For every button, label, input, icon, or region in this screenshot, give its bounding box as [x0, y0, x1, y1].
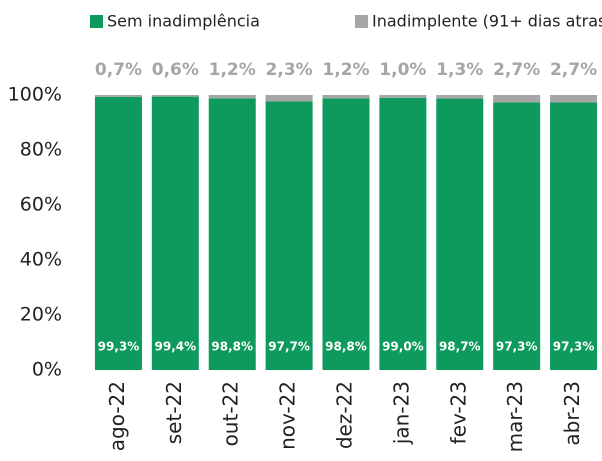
x-tick-label: abr-23 [560, 381, 584, 446]
value-label: 98,8% [211, 340, 253, 354]
value-label: 99,3% [98, 340, 140, 354]
legend-label: Inadimplente (91+ dias atraso) [372, 12, 602, 31]
value-label: 0,7% [95, 60, 142, 80]
x-tick-label: nov-22 [276, 381, 300, 450]
bar-segment [151, 95, 199, 97]
value-label: 1,3% [436, 60, 483, 80]
bar-segment [493, 95, 541, 103]
x-tick-label: fev-23 [446, 381, 470, 444]
bar-segment [322, 95, 370, 99]
y-tick-label: 80% [20, 139, 62, 161]
y-tick-label: 20% [20, 304, 62, 326]
bar-segment [265, 95, 313, 102]
x-tick-label: set-22 [162, 381, 186, 444]
value-label: 1,2% [322, 60, 369, 80]
value-label: 97,7% [268, 340, 310, 354]
value-label: 2,7% [493, 60, 540, 80]
value-label: 99,4% [155, 340, 197, 354]
x-tick-label: dez-22 [333, 381, 357, 449]
value-label: 2,3% [266, 60, 313, 80]
bar-segment [550, 102, 598, 371]
value-label: 99,0% [382, 340, 424, 354]
y-tick-label: 60% [20, 194, 62, 216]
bar-segment [493, 102, 541, 371]
y-tick-label: 0% [32, 359, 62, 381]
value-label: 2,7% [550, 60, 597, 80]
bar-segment [94, 95, 142, 97]
x-tick-label: jan-23 [389, 381, 413, 445]
value-label: 98,7% [439, 340, 481, 354]
value-label: 1,2% [209, 60, 256, 80]
y-tick-label: 40% [20, 249, 62, 271]
value-label: 98,8% [325, 340, 367, 354]
legend-swatch [90, 15, 103, 28]
x-tick-label: ago-22 [105, 381, 129, 451]
bar-segment [550, 95, 598, 103]
bar-segment [379, 95, 427, 98]
value-label: 97,3% [553, 340, 595, 354]
legend-label: Sem inadimplência [107, 12, 260, 31]
y-tick-label: 100% [8, 84, 62, 106]
bar-segment [265, 101, 313, 370]
bar-segment [436, 95, 484, 99]
value-label: 1,0% [379, 60, 426, 80]
value-label: 0,6% [152, 60, 199, 80]
bar-segment [208, 98, 256, 371]
value-label: 97,3% [496, 340, 538, 354]
bar-segment [94, 96, 142, 371]
x-tick-label: out-22 [219, 381, 243, 446]
bar-segment [151, 96, 199, 371]
x-tick-label: mar-23 [503, 381, 527, 452]
bar-segment [436, 98, 484, 370]
bar-segment [379, 97, 427, 370]
bar-segment [322, 98, 370, 371]
bar-segment [208, 95, 256, 99]
legend-swatch [355, 15, 368, 28]
